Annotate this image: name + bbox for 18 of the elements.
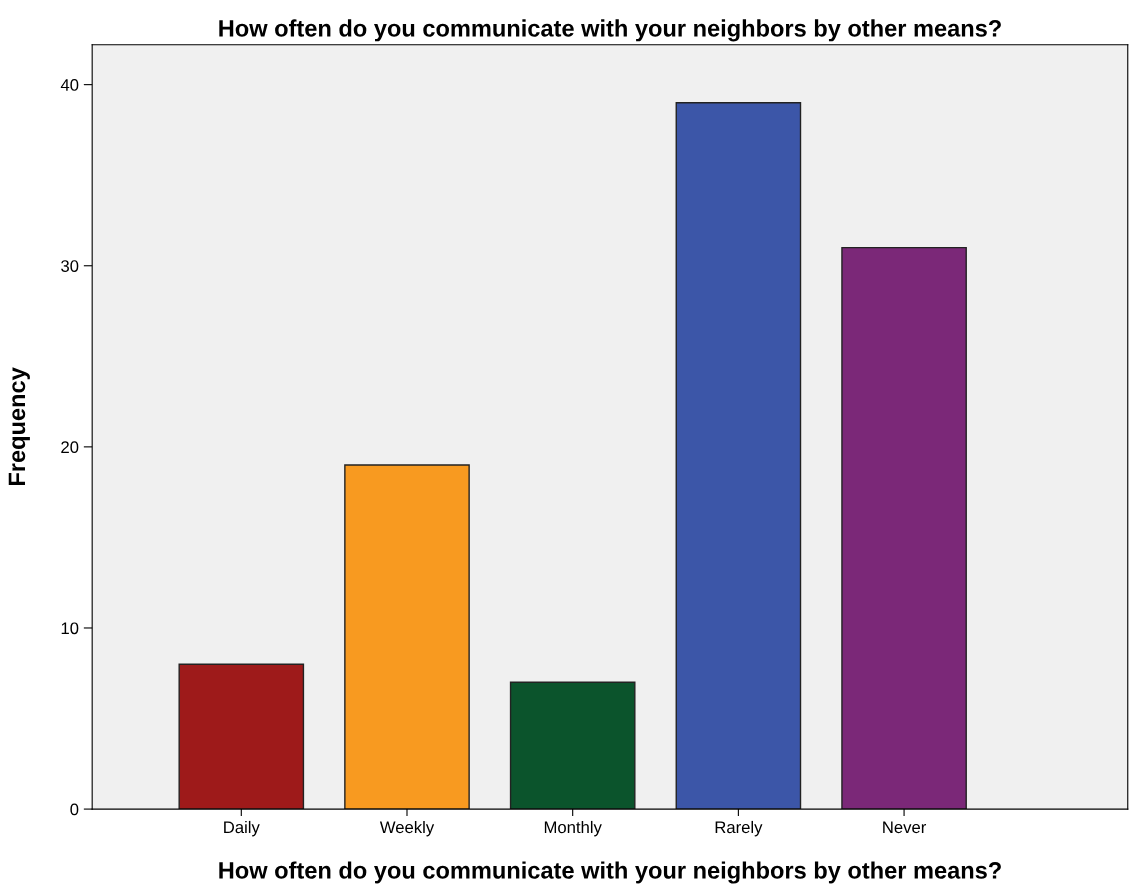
x-axis-title: How often do you communicate with your neighbors by other means? <box>219 861 1001 884</box>
x-tick-label: Monthly <box>544 820 602 837</box>
y-tick-label: 20 <box>61 441 79 454</box>
bar <box>675 102 802 810</box>
x-tick-label: Rarely <box>715 820 763 837</box>
y-tick-label: 0 <box>70 803 79 816</box>
bar <box>841 246 967 810</box>
y-tick-label: 40 <box>60 79 79 91</box>
y-tick-label: 10 <box>61 622 79 635</box>
bar <box>344 464 470 810</box>
y-axis-title: Frequency <box>8 367 30 486</box>
x-tick-label: Weekly <box>379 820 435 837</box>
bar <box>178 663 305 810</box>
chart-title: How often do you communicate with your neighbors by other means? <box>219 19 1001 42</box>
x-tick-label: Never <box>883 821 927 834</box>
y-tick-label: 30 <box>61 260 79 272</box>
bar <box>509 681 636 810</box>
x-tick-label: Daily <box>224 820 260 837</box>
